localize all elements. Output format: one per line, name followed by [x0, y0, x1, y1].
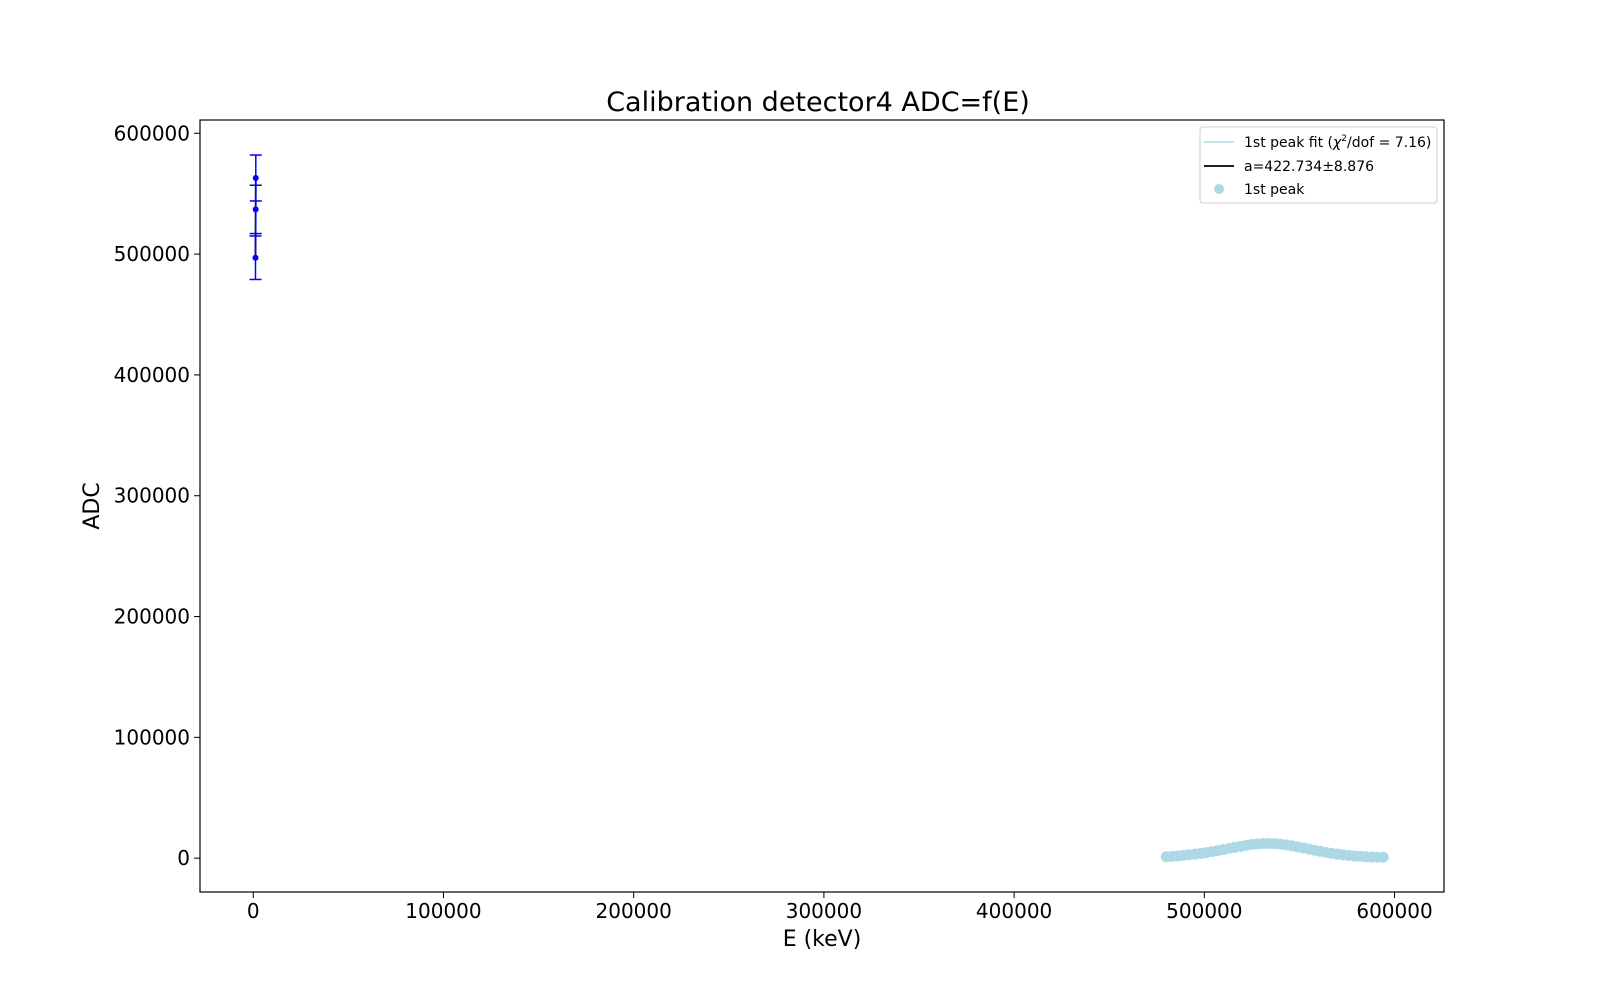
y-tick-label: 400000 — [114, 363, 190, 387]
legend-fit-label-main: 1st peak fit ( — [1244, 135, 1333, 151]
calibration-point — [252, 174, 259, 181]
y-axis-label: ADC — [80, 482, 105, 529]
y-tick-label: 200000 — [114, 605, 190, 629]
x-tick-label: 100000 — [405, 899, 481, 923]
calibration-point — [252, 206, 259, 213]
x-tick-label: 300000 — [786, 899, 862, 923]
y-tick-label: 100000 — [114, 725, 190, 749]
x-tick-label: 500000 — [1166, 899, 1242, 923]
x-tick-label: 200000 — [596, 899, 672, 923]
plot-area — [249, 154, 1389, 863]
y-tick-label: 300000 — [114, 484, 190, 508]
legend-peak-dot-swatch — [1214, 184, 1224, 194]
legend-fit-label-sup: 2 — [1341, 134, 1347, 144]
x-axis: 0 100000 200000 300000 400000 500000 600000 — [247, 892, 1433, 923]
legend-box — [1199, 126, 1438, 204]
legend-calibration-label: a=422.734±8.876 — [1244, 159, 1374, 175]
legend-peak-label: 1st peak — [1244, 182, 1305, 198]
legend-fit-label: 1st peak fit (χ2/dof = 7.16) — [1244, 134, 1431, 151]
x-tick-label: 400000 — [976, 899, 1052, 923]
legend-fit-label-chi: χ — [1332, 135, 1342, 151]
y-tick-label: 0 — [177, 846, 190, 870]
peak-data-point — [1377, 851, 1389, 863]
legend-fit-label-rest: /dof = 7.16) — [1347, 135, 1431, 151]
y-tick-label: 600000 — [114, 121, 190, 145]
axes-frame — [199, 119, 1445, 893]
x-tick-label: 0 — [247, 899, 260, 923]
calibration-point — [252, 254, 259, 261]
x-axis-label: E (keV) — [783, 927, 862, 952]
y-axis: 0 100000 200000 300000 400000 500000 600000 — [114, 121, 200, 870]
y-tick-label: 500000 — [114, 242, 190, 266]
legend: 1st peak fit (χ2/dof = 7.16) a=422.734±8… — [1199, 126, 1438, 204]
x-tick-label: 600000 — [1356, 899, 1432, 923]
chart-title: Calibration detector4 ADC=f(E) — [606, 87, 1030, 118]
